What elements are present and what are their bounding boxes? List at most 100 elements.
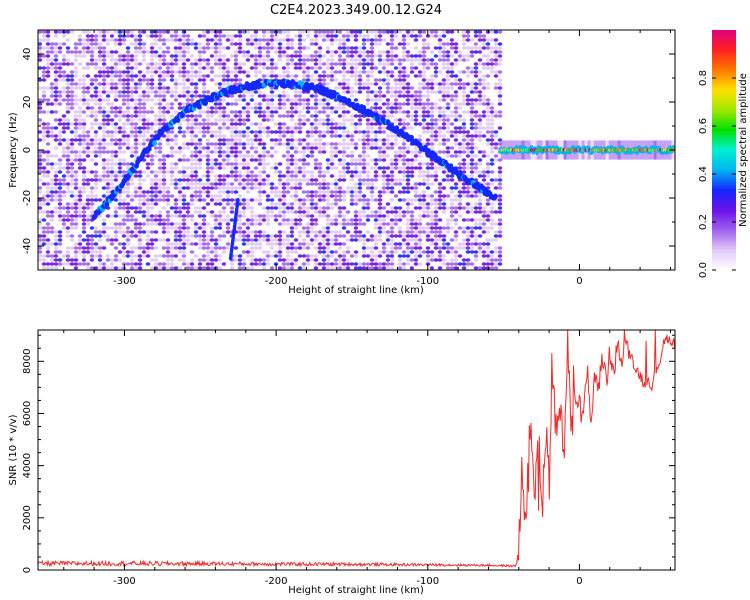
noise-cell — [253, 66, 259, 70]
noise-cell — [477, 218, 483, 222]
noise-cell — [453, 182, 459, 186]
noise-cell — [477, 222, 483, 226]
noise-cell — [261, 238, 267, 242]
noise-cell — [157, 262, 163, 266]
noise-cell — [325, 58, 331, 62]
noise-cell — [221, 162, 227, 166]
noise-cell — [337, 210, 343, 214]
noise-cell — [373, 130, 379, 134]
noise-cell — [73, 226, 79, 230]
noise-cell — [413, 34, 419, 38]
noise-cell — [277, 42, 283, 46]
noise-cell — [273, 150, 279, 154]
noise-cell — [181, 242, 187, 246]
noise-cell — [189, 210, 195, 214]
noise-cell — [105, 50, 111, 54]
noise-cell — [433, 170, 439, 174]
noise-cell — [417, 74, 423, 78]
noise-cell — [161, 214, 167, 218]
noise-cell — [57, 182, 63, 186]
noise-cell — [261, 206, 267, 210]
noise-cell — [453, 142, 459, 146]
noise-cell — [357, 182, 363, 186]
noise-cell — [53, 62, 59, 66]
noise-cell — [41, 258, 47, 262]
noise-cell — [38, 154, 43, 158]
noise-cell — [153, 42, 159, 46]
noise-cell — [205, 174, 211, 178]
noise-cell — [149, 122, 155, 126]
noise-cell — [57, 30, 63, 34]
noise-cell — [449, 186, 455, 190]
noise-cell — [361, 170, 367, 174]
noise-cell — [73, 262, 79, 266]
noise-cell — [177, 186, 183, 190]
noise-cell — [329, 34, 335, 38]
noise-cell — [309, 178, 315, 182]
noise-cell — [121, 110, 127, 114]
noise-cell — [381, 174, 387, 178]
noise-cell — [73, 198, 79, 202]
noise-cell — [357, 194, 363, 198]
noise-cell — [437, 90, 443, 94]
noise-cell — [217, 134, 223, 138]
noise-cell — [421, 38, 427, 42]
noise-cell — [301, 206, 307, 210]
noise-cell — [417, 194, 423, 198]
noise-cell — [325, 194, 331, 198]
noise-cell — [145, 166, 151, 170]
noise-cell — [465, 230, 471, 234]
noise-cell — [377, 34, 383, 38]
noise-cell — [389, 50, 395, 54]
noise-cell — [337, 126, 343, 130]
noise-cell — [229, 122, 235, 126]
noise-cell — [421, 110, 427, 114]
noise-cell — [325, 258, 331, 262]
noise-cell — [317, 138, 323, 142]
noise-cell — [137, 130, 143, 134]
noise-cell — [177, 94, 183, 98]
noise-cell — [73, 42, 79, 46]
noise-cell — [85, 266, 91, 270]
noise-cell — [365, 138, 371, 142]
noise-cell — [309, 158, 315, 162]
noise-cell — [341, 142, 347, 146]
noise-cell — [77, 198, 83, 202]
noise-cell — [361, 226, 367, 230]
noise-cell — [389, 74, 395, 78]
noise-cell — [393, 250, 399, 254]
noise-cell — [125, 70, 131, 74]
noise-cell — [193, 122, 199, 126]
noise-cell — [273, 142, 279, 146]
noise-cell — [133, 82, 139, 86]
noise-cell — [421, 250, 427, 254]
noise-cell — [461, 90, 467, 94]
noise-cell — [209, 186, 215, 190]
noise-cell — [137, 38, 143, 42]
noise-cell — [425, 246, 431, 250]
noise-cell — [289, 230, 295, 234]
noise-cell — [45, 262, 51, 266]
noise-cell — [397, 218, 403, 222]
noise-cell — [365, 78, 371, 82]
noise-cell — [293, 250, 299, 254]
noise-cell — [153, 126, 159, 130]
noise-cell — [409, 222, 415, 226]
noise-cell — [445, 102, 451, 106]
noise-cell — [149, 114, 155, 118]
noise-cell — [313, 238, 319, 242]
noise-cell — [229, 138, 235, 142]
noise-cell — [441, 170, 447, 174]
noise-cell — [469, 154, 475, 158]
noise-cell — [425, 62, 431, 66]
noise-cell — [309, 66, 315, 70]
noise-cell — [301, 202, 307, 206]
noise-cell — [89, 234, 95, 238]
noise-cell — [193, 206, 199, 210]
noise-cell — [313, 254, 319, 258]
noise-cell — [233, 254, 239, 258]
noise-cell — [53, 186, 59, 190]
noise-cell — [281, 54, 287, 58]
noise-cell — [257, 178, 263, 182]
noise-cell — [297, 182, 303, 186]
